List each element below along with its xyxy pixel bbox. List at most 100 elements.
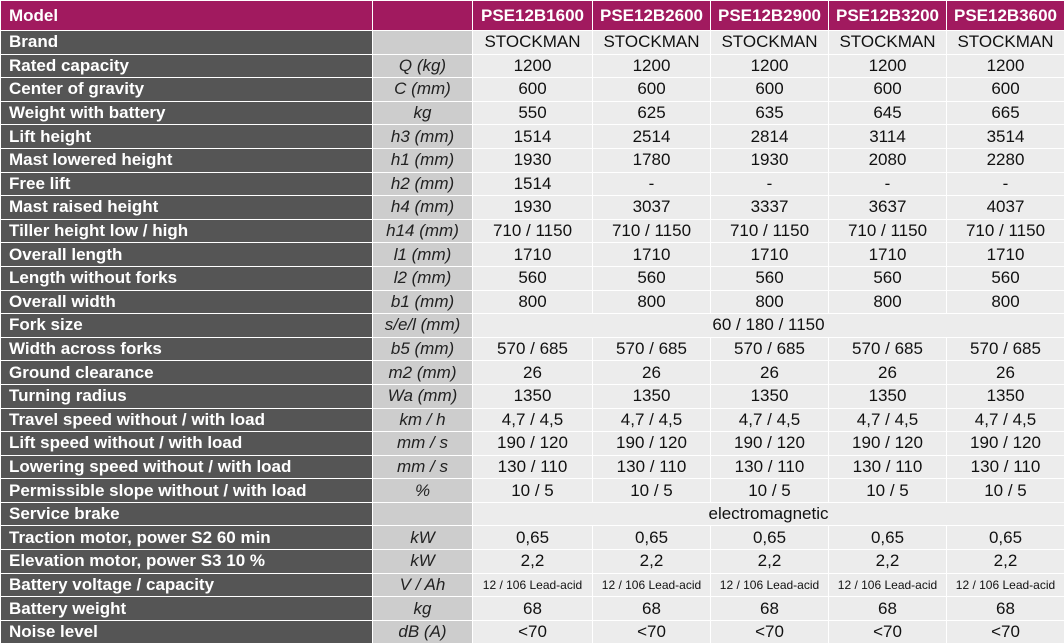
spec-unit: kW: [372, 549, 473, 574]
spec-label: Lowering speed without / with load: [0, 454, 373, 480]
spec-value: 600: [946, 77, 1064, 102]
spec-value: STOCKMAN: [828, 30, 947, 55]
header-row: Model PSE12B1600 PSE12B2600 PSE12B2900 PSE1…: [0, 0, 1064, 31]
model-header: PSE12B1600: [472, 0, 593, 31]
spec-value: 600: [592, 77, 711, 102]
spec-value: 1350: [710, 383, 829, 409]
spec-value: 560: [710, 265, 829, 291]
spec-label: Ground clearance: [0, 360, 373, 385]
spec-value: 710 / 1150: [946, 218, 1064, 244]
spec-value: 1514: [472, 124, 593, 149]
spec-row: Noise level dB (A) <70 <70 <70 <70 <70: [0, 619, 1064, 644]
spec-value: 560: [946, 265, 1064, 291]
header-unit: [372, 0, 473, 31]
spec-row: Battery voltage / capacity V / Ah 12 / 106…: [0, 572, 1064, 598]
spec-value: 10 / 5: [472, 478, 593, 503]
spec-value: 800: [710, 289, 829, 315]
spec-value: 190 / 120: [472, 431, 593, 456]
spec-value: 1350: [828, 383, 947, 409]
spec-row: Mast lowered height h1 (mm) 1930 1780 1930 20…: [0, 147, 1064, 173]
spec-value: 12 / 106 Lead-acid: [946, 572, 1064, 598]
spec-value: 130 / 110: [828, 454, 947, 480]
spec-value: 1200: [472, 53, 593, 79]
model-header: PSE12B2600: [592, 0, 711, 31]
spec-value: 2,2: [828, 549, 947, 574]
spec-row: Elevation motor, power S3 10 % kW 2,2 2,2 2,…: [0, 549, 1064, 574]
spec-label: Noise level: [0, 619, 373, 644]
spec-value: 26: [710, 360, 829, 385]
model-header: PSE12B3200: [828, 0, 947, 31]
spec-value: 130 / 110: [592, 454, 711, 480]
spec-row: Lowering speed without / with load mm / s…: [0, 454, 1064, 480]
spec-value: 3114: [828, 124, 947, 149]
spec-value: 130 / 110: [710, 454, 829, 480]
spec-label: Fork size: [0, 313, 373, 338]
spec-value: 570 / 685: [472, 336, 593, 362]
spec-label: Service brake: [0, 501, 373, 527]
spec-value: 560: [472, 265, 593, 291]
spec-unit: kg: [372, 596, 473, 621]
spec-value: 12 / 106 Lead-acid: [710, 572, 829, 598]
spec-unit: h1 (mm): [372, 147, 473, 173]
spec-label: Overall length: [0, 242, 373, 267]
spec-label: Lift speed without / with load: [0, 431, 373, 456]
spec-value: <70: [710, 619, 829, 644]
spec-value: 130 / 110: [946, 454, 1064, 480]
spec-value: -: [946, 171, 1064, 197]
spec-value: 2814: [710, 124, 829, 149]
spec-unit: V / Ah: [372, 572, 473, 598]
spec-value: 800: [592, 289, 711, 315]
spec-value: 600: [710, 77, 829, 102]
spec-label: Tiller height low / high: [0, 218, 373, 244]
header-title: Model: [0, 0, 373, 31]
spec-unit: [372, 501, 473, 527]
spec-value: 10 / 5: [592, 478, 711, 503]
spec-value: -: [828, 171, 947, 197]
spec-row: Rated capacity Q (kg) 1200 1200 1200 1200 1200: [0, 53, 1064, 79]
spec-value: 1514: [472, 171, 593, 197]
spec-row: Free lift h2 (mm) 1514- - - -: [0, 171, 1064, 197]
spec-value: 3037: [592, 195, 711, 220]
spec-label: Elevation motor, power S3 10 %: [0, 549, 373, 574]
spec-value: 600: [472, 77, 593, 102]
spec-value: 4,7 / 4,5: [472, 407, 593, 433]
spec-unit: Wa (mm): [372, 383, 473, 409]
spec-row: Brand STOCKMAN STOCKMAN STOCKMAN STOCKMAN STO…: [0, 30, 1064, 55]
spec-value: 0,65: [592, 525, 711, 551]
spec-value: STOCKMAN: [592, 30, 711, 55]
spec-value: STOCKMAN: [710, 30, 829, 55]
spec-unit: b1 (mm): [372, 289, 473, 315]
spec-value: 570 / 685: [946, 336, 1064, 362]
spec-unit: s/e/l (mm): [372, 313, 473, 338]
spec-row: Lift speed without / with load mm / s 190 …: [0, 431, 1064, 456]
spec-label: Turning radius: [0, 383, 373, 409]
spec-value: 12 / 106 Lead-acid: [828, 572, 947, 598]
spec-value: 130 / 110: [472, 454, 593, 480]
spec-unit: [372, 30, 473, 55]
spec-row: Overall width b1 (mm) 800 800 800 800 800: [0, 289, 1064, 315]
spec-unit: mm / s: [372, 431, 473, 456]
spec-value: 2,2: [710, 549, 829, 574]
spec-row: Lift height h3 (mm) 1514 2514 2814 3114 3514: [0, 124, 1064, 149]
spec-row: Ground clearance m2 (mm) 26 26 26 26 26: [0, 360, 1064, 385]
spec-label: Weight with battery: [0, 100, 373, 126]
spec-value: 635: [710, 100, 829, 126]
spec-unit: Q (kg): [372, 53, 473, 79]
spec-value: 26: [472, 360, 593, 385]
spec-value: 0,65: [828, 525, 947, 551]
spec-value: 560: [828, 265, 947, 291]
spec-value: 68: [828, 596, 947, 621]
spec-value: 1710: [828, 242, 947, 267]
spec-label: Battery voltage / capacity: [0, 572, 373, 598]
model-header: PSE12B3600: [946, 0, 1064, 31]
spec-label: Width across forks: [0, 336, 373, 362]
spec-value: 10 / 5: [828, 478, 947, 503]
spec-value: 68: [592, 596, 711, 621]
spec-value: 1710: [946, 242, 1064, 267]
spec-value: electromagnetic: [472, 501, 1064, 527]
spec-value: 1930: [472, 147, 593, 173]
spec-value: 1200: [710, 53, 829, 79]
spec-value: 2080: [828, 147, 947, 173]
spec-row: Tiller height low / high h14 (mm) 710 / 11…: [0, 218, 1064, 244]
